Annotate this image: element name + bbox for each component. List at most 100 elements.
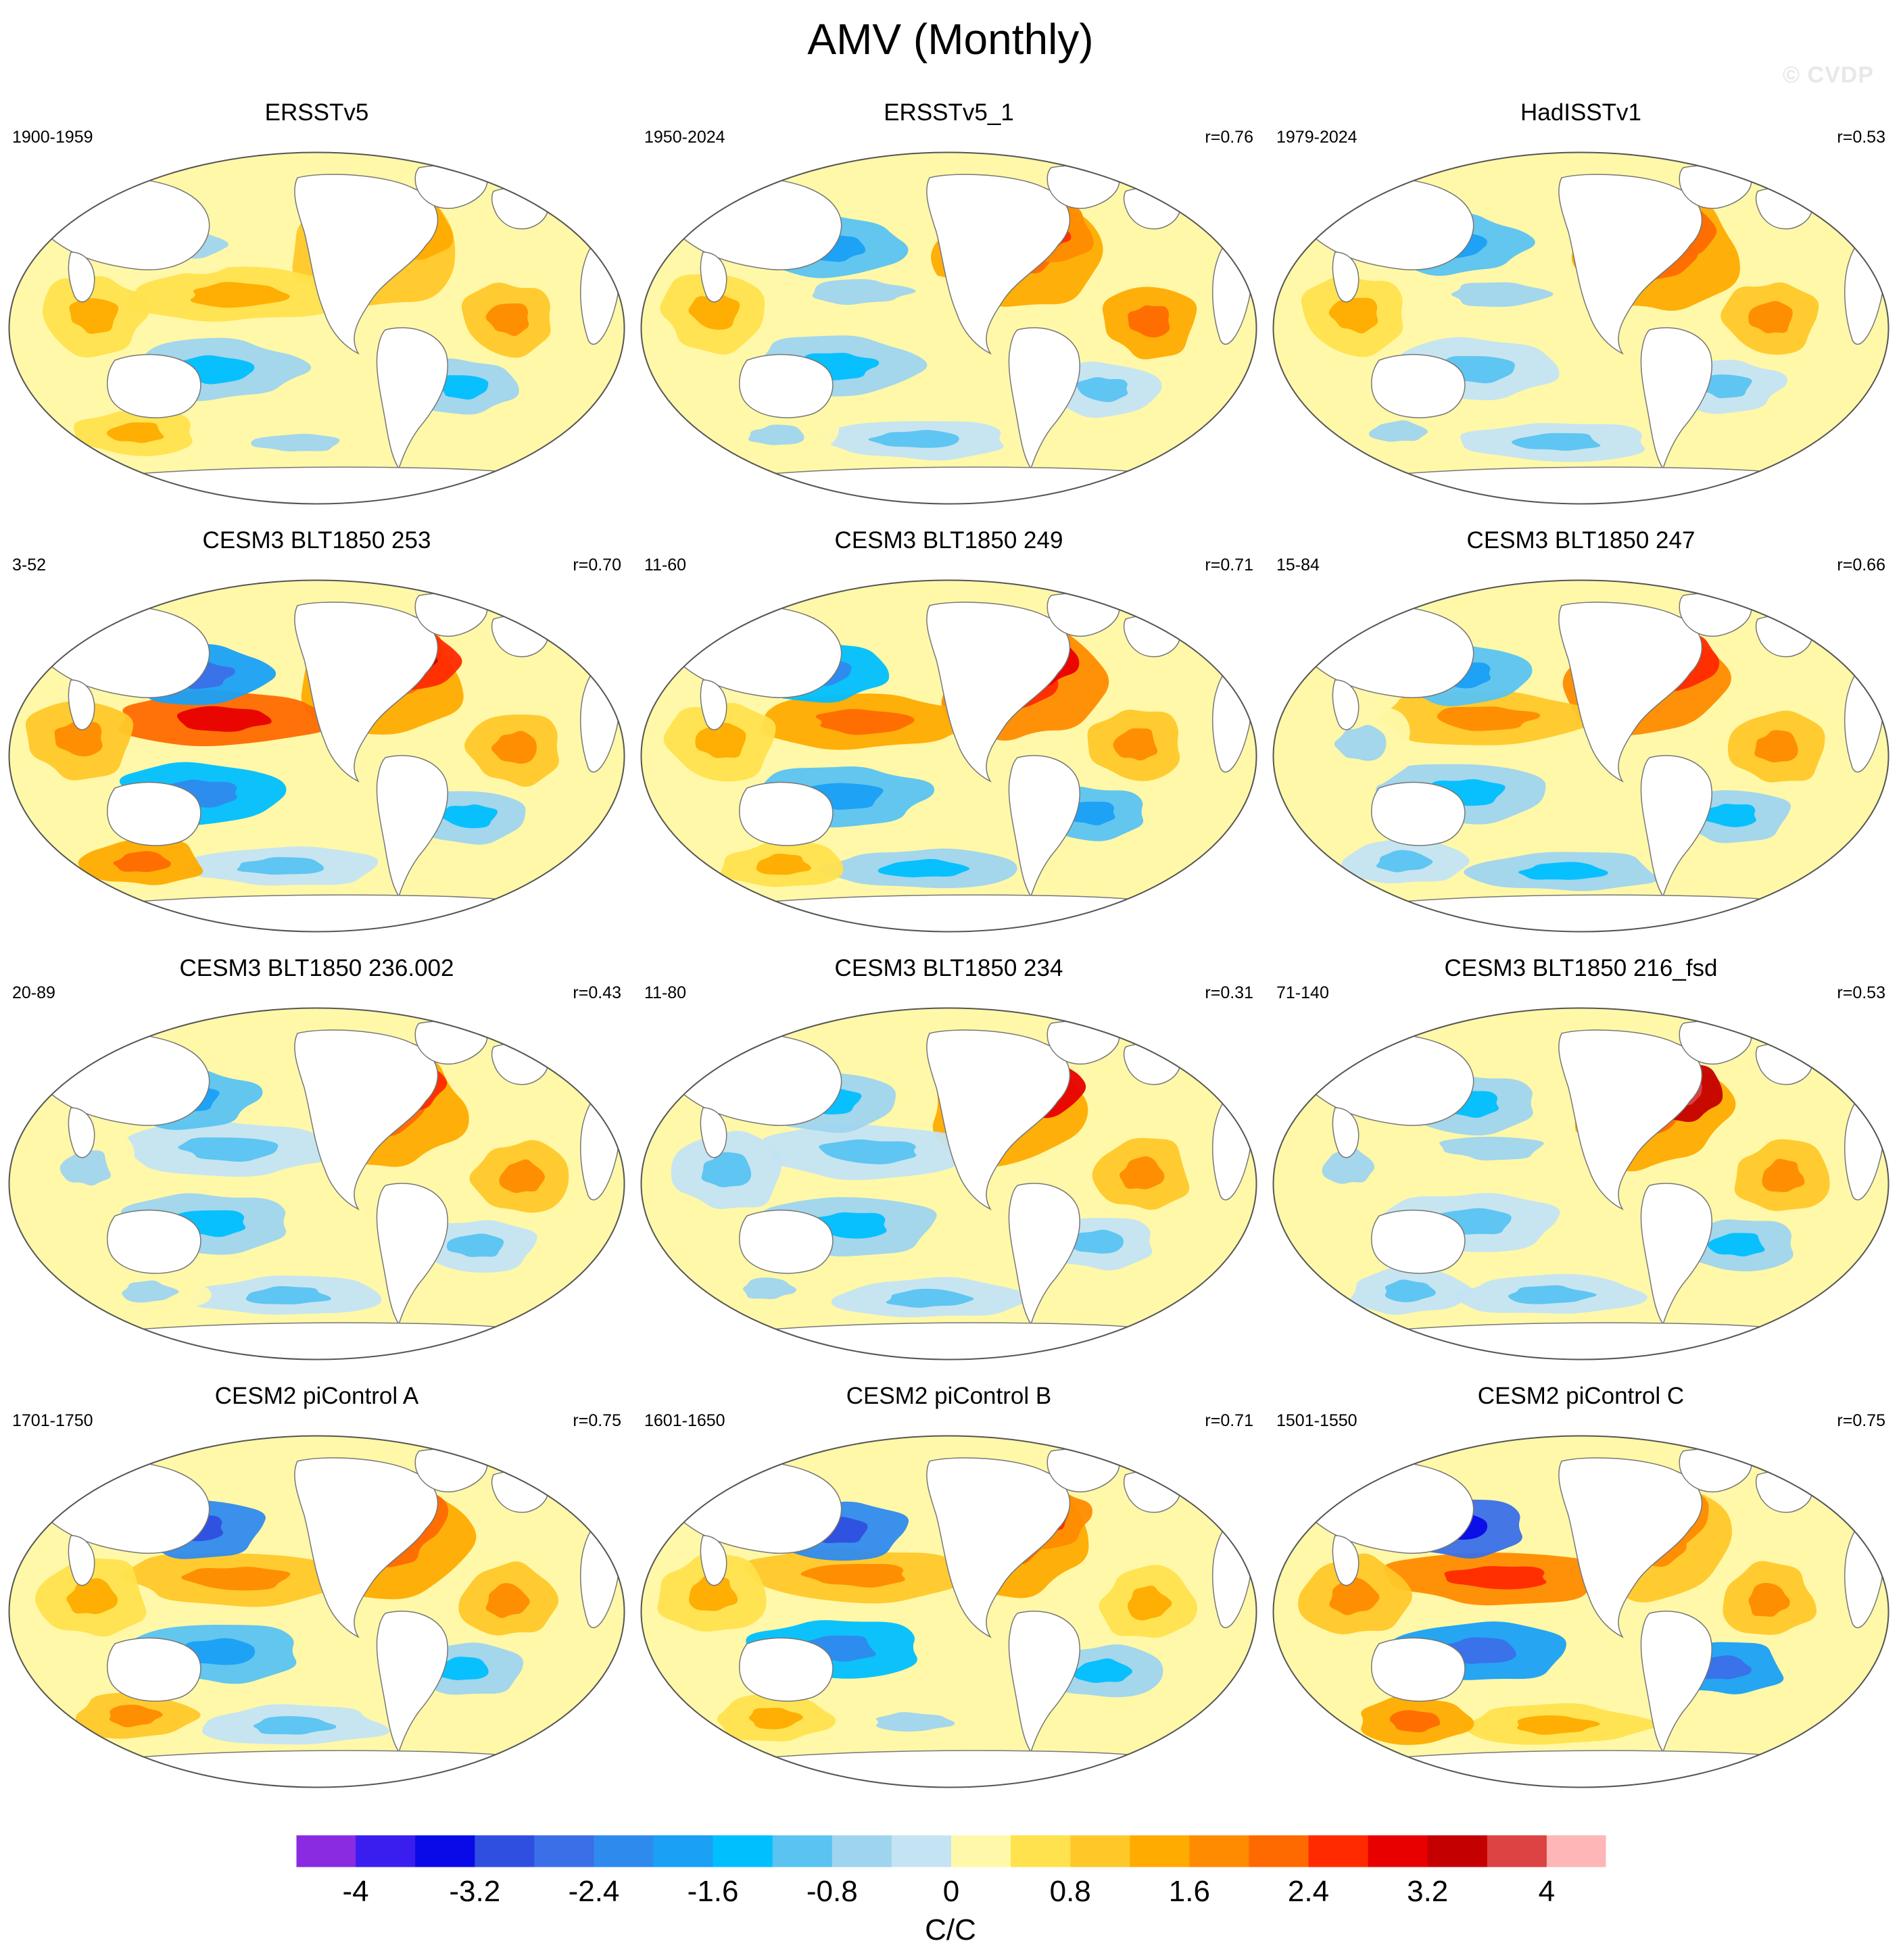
anomaly-contour-core [1074,1658,1133,1684]
panel-title: ERSSTv5 [264,99,369,126]
colorbar-swatch [1070,1835,1130,1867]
anomaly-contour-core [1516,1715,1600,1735]
anomaly-contour-core [695,722,746,758]
panel-period: 1501-1550 [1276,1411,1357,1430]
anomaly-contour-core [485,303,529,337]
globe-outline [1272,151,1890,505]
anomaly-contour-core [54,721,103,757]
colorbar-swatch [1130,1835,1190,1867]
anomaly-contour-core [1329,1577,1380,1615]
panel-period: 1979-2024 [1276,128,1357,147]
indian-subcontinent-landmass [68,679,95,731]
anomaly-contour-core [1439,1136,1544,1160]
panel-correlation: r=0.70 [573,556,621,574]
colorbar-swatch [772,1835,833,1867]
colorbar-tick-label: -2.4 [568,1875,620,1908]
colorbar-swatch [1546,1835,1607,1867]
anomaly-contour-core [1389,1710,1441,1733]
panel-title: CESM2 piControl B [846,1383,1052,1409]
anomaly-contour-core [742,1277,796,1300]
anomaly-contour-core [689,1574,738,1611]
panel-title: HadISSTv1 [1520,99,1641,126]
anomaly-map [1272,1007,1890,1361]
panel-period: 1601-1650 [644,1411,725,1430]
north-america-landmass [1558,174,1703,355]
colorbar-swatch [1249,1835,1309,1867]
anomaly-contour-core [1128,305,1170,338]
indian-subcontinent-landmass [700,679,727,731]
anomaly-contour-core [886,1288,974,1308]
anomaly-contour-core [875,1712,955,1732]
globe-outline [1272,579,1890,933]
panel-period: 11-60 [644,556,687,574]
anomaly-contour-core [439,804,498,829]
north-america-landmass [294,1029,439,1210]
panel-period: 1950-2024 [644,128,725,147]
indian-subcontinent-landmass [68,1535,95,1586]
globe-outline [640,579,1257,933]
colorbar-swatch [475,1835,535,1867]
anomaly-map [640,1435,1257,1788]
map-panel: ERSSTv5 1900-1959 [0,98,633,531]
south-america-landmass [1640,327,1712,470]
anomaly-contour-core [877,858,969,878]
south-america-landmass [376,755,448,898]
panel-correlation: r=0.66 [1837,556,1885,574]
panel-correlation: r=0.53 [1837,128,1885,147]
indian-subcontinent-landmass [1332,1535,1359,1586]
globe-outline [640,1435,1257,1788]
australia-landmass [1371,353,1466,418]
anomaly-contour-core [1754,730,1798,763]
panel-title: CESM3 BLT1850 249 [834,527,1063,554]
anomaly-contour-core [491,731,537,764]
anomaly-map [640,579,1257,933]
colorbar-tick-label: 1.6 [1168,1875,1210,1908]
colorbar-units: C/C [925,1913,976,1946]
globe-outline [640,1007,1257,1361]
north-america-landmass [294,1457,439,1638]
south-america-landmass [1008,1611,1080,1753]
map-panel: CESM3 BLT1850 249 11-60 r=0.71 [632,526,1266,958]
anomaly-contour-core [1127,1586,1172,1621]
south-america-landmass [1640,755,1712,898]
anomaly-contour-core [1451,282,1554,307]
anomaly-contour-core [815,709,915,735]
panel-title: CESM3 BLT1850 216_fsd [1444,955,1718,981]
australia-landmass [1371,1209,1466,1274]
anomaly-contour-core [1707,1233,1765,1257]
panel-correlation: r=0.75 [573,1411,621,1430]
globe-outline [8,579,625,933]
colorbar-tick-label: -3.2 [449,1875,501,1908]
panel-correlation: r=0.76 [1205,128,1253,147]
panel-correlation: r=0.53 [1837,983,1885,1002]
colorbar-swatch [1427,1835,1488,1867]
indian-subcontinent-landmass [68,251,95,303]
panel-title: CESM3 BLT1850 234 [834,955,1063,981]
anomaly-contour-core [800,1564,905,1588]
colorbar-tick-label: 2.4 [1287,1875,1330,1908]
colorbar-swatch [296,1835,356,1867]
panel-period: 3-52 [12,556,47,574]
indian-subcontinent-landmass [700,1107,727,1158]
globe-outline [1272,1435,1890,1788]
colorbar-tick-label: 0.8 [1049,1875,1091,1908]
south-america-landmass [376,1183,448,1325]
australia-landmass [739,1637,834,1702]
panel-title: CESM3 BLT1850 236.002 [179,955,454,981]
colorbar-swatch [1487,1835,1547,1867]
anomaly-contour-core [1762,1158,1805,1192]
anomaly-contour-core [59,1150,111,1186]
colorbar-swatch [534,1835,594,1867]
australia-landmass [739,1209,834,1274]
anomaly-map [640,1007,1257,1361]
anomaly-contour-core [1748,301,1793,334]
panel-correlation: r=0.71 [1205,1411,1253,1430]
north-america-landmass [294,602,439,783]
anomaly-contour-core [1119,1156,1165,1190]
colorbar-swatch [356,1835,416,1867]
map-panel: CESM2 piControl C 1501-1550 r=0.75 [1264,1381,1898,1814]
colorbar-tick-label: 0 [942,1875,960,1908]
indian-subcontinent-landmass [1332,251,1359,303]
anomaly-contour-core [1508,1285,1597,1304]
anomaly-contour-core [245,1286,331,1304]
